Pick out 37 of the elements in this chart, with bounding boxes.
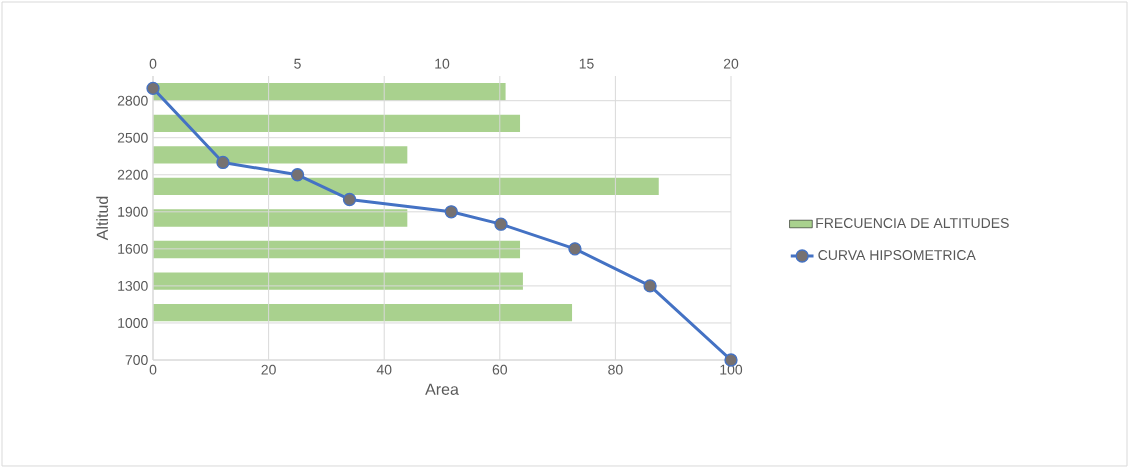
bar [153, 303, 573, 322]
y-tick-label: 2800 [117, 95, 148, 106]
legend-label: FRECUENCIA DE ALTITUDES [816, 218, 1009, 229]
y-tick-label: 1600 [118, 243, 148, 254]
point [494, 217, 508, 231]
x-tick-label: 20 [261, 364, 276, 375]
bar [153, 177, 659, 196]
point [568, 242, 582, 256]
point [342, 192, 357, 207]
point [216, 155, 230, 170]
x-tick-label: 0 [149, 364, 157, 375]
bar [153, 209, 408, 227]
x-tick-label: 20 [723, 58, 739, 69]
x-tick-label: 0 [149, 58, 157, 69]
x-tick-label: 15 [579, 58, 594, 69]
y-tick-label: 2500 [117, 132, 148, 143]
x-axis-title: Area [425, 383, 459, 395]
point [146, 81, 160, 96]
y-tick-label: 1300 [118, 280, 148, 291]
y-tick-label: 700 [125, 355, 148, 365]
x-tick-label: 5 [294, 58, 301, 69]
point [444, 205, 458, 219]
bar [153, 272, 523, 290]
bar [153, 114, 521, 132]
y-axis-title: Altitud [96, 196, 108, 241]
x-tick-label: 60 [492, 364, 508, 375]
bar [153, 146, 408, 164]
point [290, 168, 305, 182]
bar [153, 83, 506, 101]
legend-label: CURVA HIPSOMETRICA [818, 250, 976, 261]
y-tick-label: 2200 [117, 169, 148, 180]
point [643, 279, 657, 293]
y-tick-label: 1900 [118, 206, 148, 217]
x-tick-label: 40 [376, 364, 392, 375]
y-tick-label: 1000 [118, 318, 148, 328]
x-tick-label: 80 [608, 364, 623, 375]
x-tick-label: 10 [435, 58, 450, 69]
